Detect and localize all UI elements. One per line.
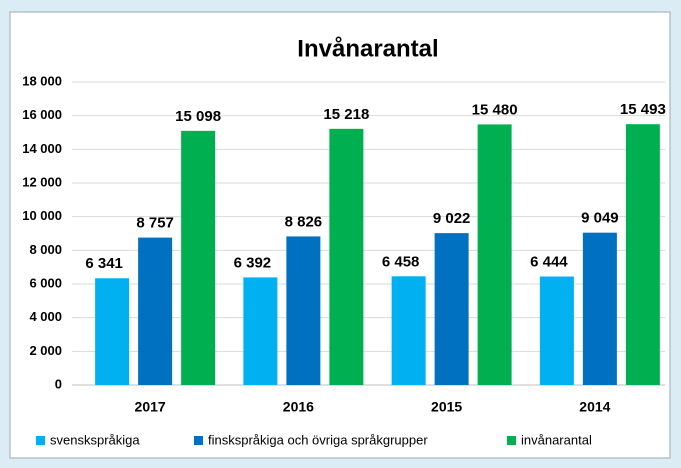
x-tick-label: 2015	[431, 399, 462, 415]
bar	[582, 232, 617, 385]
bar	[286, 236, 321, 385]
bar	[181, 130, 216, 385]
legend-label: svenskspråkiga	[50, 432, 140, 447]
value-label: 9 022	[433, 210, 471, 227]
bar	[95, 278, 130, 385]
value-label: 6 341	[85, 255, 123, 272]
x-tick-label: 2014	[579, 399, 610, 415]
bar	[329, 128, 364, 386]
y-tick-label: 0	[55, 376, 62, 391]
value-label: 6 458	[382, 253, 420, 270]
bar	[625, 124, 660, 385]
y-tick-label: 2 000	[29, 343, 62, 358]
value-label: 15 098	[175, 108, 221, 125]
value-label: 15 493	[620, 101, 666, 118]
legend-swatch	[36, 436, 45, 445]
y-tick-label: 4 000	[29, 309, 62, 324]
y-tick-label: 18 000	[22, 73, 62, 88]
x-tick-label: 2016	[283, 399, 314, 415]
bar	[477, 124, 512, 386]
y-tick-label: 6 000	[29, 275, 62, 290]
value-label: 6 444	[530, 253, 568, 270]
value-label: 15 480	[472, 101, 518, 118]
value-label: 15 218	[323, 106, 369, 123]
x-tick-label: 2017	[135, 399, 166, 415]
y-tick-label: 10 000	[22, 208, 62, 223]
value-label: 8 826	[285, 213, 323, 230]
bar	[391, 276, 426, 385]
legend-label: invånarantal	[521, 432, 592, 447]
chart-title: Invånarantal	[297, 35, 438, 62]
bar	[434, 233, 469, 385]
y-tick-label: 8 000	[29, 242, 62, 257]
bar	[138, 237, 173, 385]
bar	[539, 276, 574, 385]
legend-swatch	[194, 436, 203, 445]
value-label: 9 049	[581, 210, 619, 227]
value-label: 8 757	[136, 215, 174, 232]
legend-swatch	[507, 436, 516, 445]
y-tick-label: 12 000	[22, 174, 62, 189]
value-label: 6 392	[234, 254, 272, 271]
y-tick-label: 16 000	[22, 107, 62, 122]
bar	[243, 277, 278, 385]
y-tick-label: 14 000	[22, 141, 62, 156]
legend-label: finskspråkiga och övriga språkgrupper	[208, 432, 428, 447]
